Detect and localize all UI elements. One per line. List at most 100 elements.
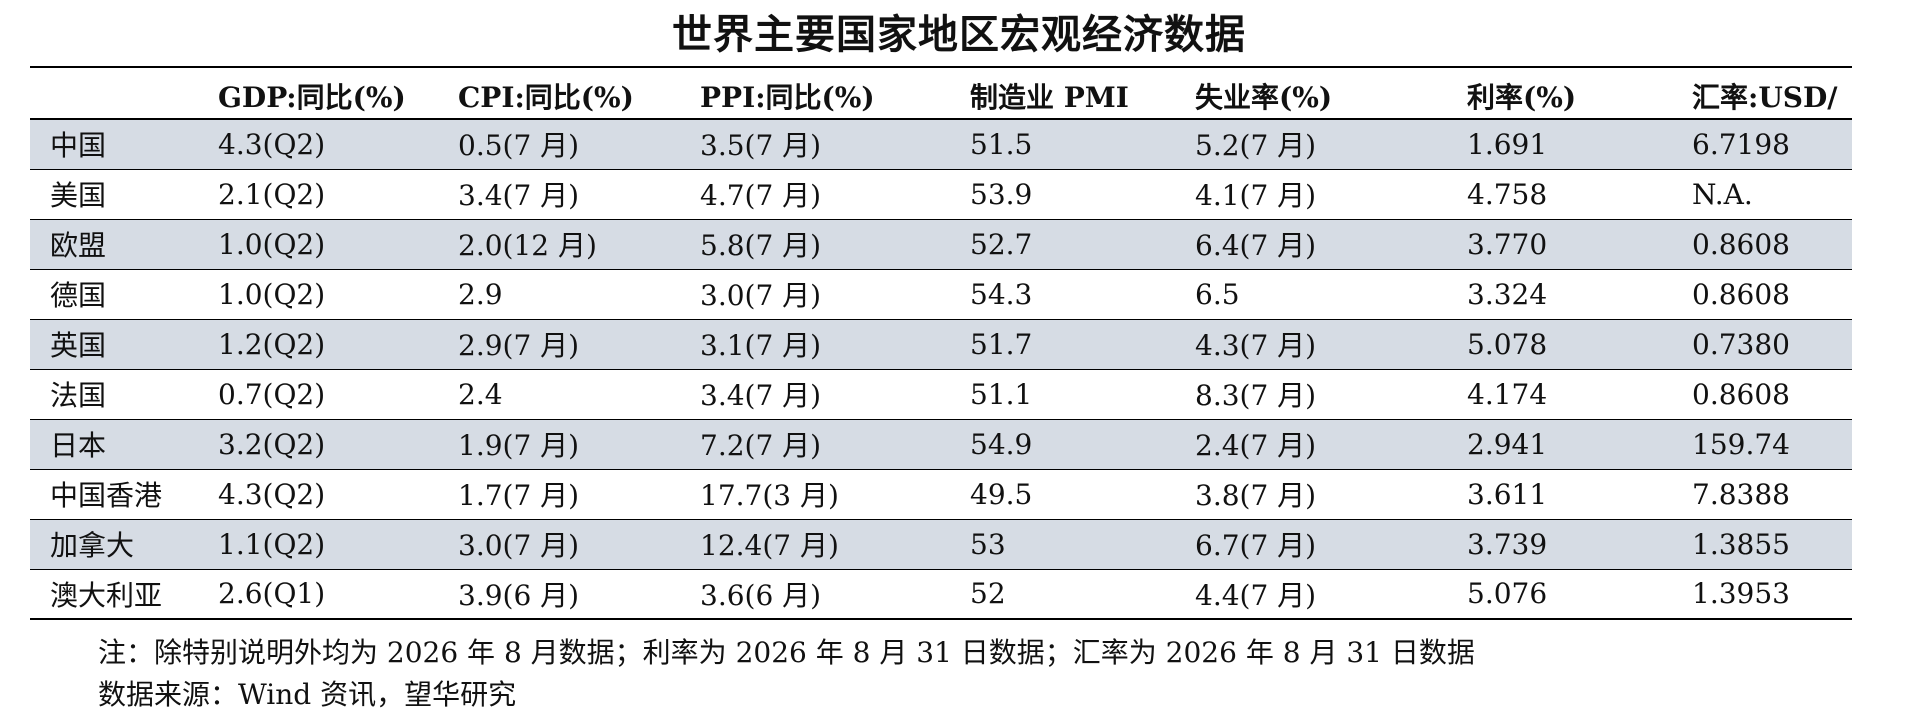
table-row: 美国 2.1(Q2) 3.4(7 月) 4.7(7 月) 53.9 4.1(7 … (30, 169, 1852, 219)
cell-region: 加拿大 (50, 529, 135, 562)
cell-region: 中国香港 (50, 479, 163, 512)
cell-ppi: 3.0(7 月) (700, 279, 822, 312)
footnote-source: 数据来源：Wind 资讯，望华研究 (98, 678, 517, 711)
cell-gdp: 4.3(Q2) (218, 127, 326, 161)
header-unemployment: 失业率(%) (1195, 81, 1333, 114)
table-row: 英国 1.2(Q2) 2.9(7 月) 3.1(7 月) 51.7 4.3(7 … (30, 319, 1852, 369)
cell-ppi: 3.4(7 月) (700, 379, 822, 412)
cell-cpi: 3.9(6 月) (458, 578, 580, 612)
cell-interest-rate: 1.691 (1467, 127, 1548, 161)
cell-interest-rate: 3.770 (1467, 227, 1548, 261)
header-region (30, 67, 198, 119)
table-row: 中国 4.3(Q2) 0.5(7 月) 3.5(7 月) 51.5 5.2(7 … (30, 119, 1852, 169)
cell-unemployment: 5.2(7 月) (1195, 129, 1317, 163)
header-exchange-rate: 汇率:USD/ (1692, 81, 1838, 114)
table-header: GDP:同比(%) CPI:同比(%) PPI:同比(%) 制造业 PMI 失业… (30, 67, 1852, 119)
cell-cpi: 3.0(7 月) (458, 529, 580, 562)
cell-region: 欧盟 (50, 229, 107, 262)
footnote-note: 注：除特别说明外均为 2026 年 8 月数据；利率为 2026 年 8 月 3… (98, 636, 1475, 669)
cell-cpi: 2.4 (458, 377, 503, 411)
cell-interest-rate: 3.324 (1467, 277, 1548, 311)
cell-exchange-rate: 6.7198 (1692, 127, 1790, 161)
cell-gdp: 1.0(Q2) (218, 277, 326, 311)
cell-region: 英国 (50, 329, 107, 362)
cell-gdp: 1.0(Q2) (218, 227, 326, 261)
table-row: 法国 0.7(Q2) 2.4 3.4(7 月) 51.1 8.3(7 月) 4.… (30, 369, 1852, 419)
cell-pmi: 54.9 (970, 427, 1033, 461)
table-row: 中国香港 4.3(Q2) 1.7(7 月) 17.7(3 月) 49.5 3.8… (30, 469, 1852, 519)
cell-interest-rate: 3.611 (1467, 477, 1548, 511)
cell-exchange-rate: 0.8608 (1692, 377, 1790, 411)
cell-interest-rate: 2.941 (1467, 427, 1548, 461)
cell-exchange-rate: 1.3855 (1692, 527, 1790, 561)
header-cpi: CPI:同比(%) (458, 81, 634, 114)
footnotes: 注：除特别说明外均为 2026 年 8 月数据；利率为 2026 年 8 月 3… (98, 632, 1475, 716)
cell-gdp: 1.2(Q2) (218, 327, 326, 361)
cell-exchange-rate: 159.74 (1692, 427, 1790, 461)
cell-region: 法国 (50, 379, 107, 412)
header-gdp: GDP:同比(%) (218, 81, 406, 114)
cell-interest-rate: 4.758 (1467, 177, 1548, 211)
cell-exchange-rate: 1.3953 (1692, 577, 1790, 611)
cell-ppi: 5.8(7 月) (700, 229, 822, 262)
cell-unemployment: 6.7(7 月) (1195, 529, 1317, 562)
cell-pmi: 53 (970, 527, 1006, 561)
cell-exchange-rate: N.A. (1692, 177, 1753, 211)
cell-pmi: 52.7 (970, 227, 1033, 261)
cell-cpi: 2.9 (458, 277, 503, 311)
cell-gdp: 2.6(Q1) (218, 577, 326, 611)
cell-unemployment: 4.3(7 月) (1195, 329, 1317, 362)
cell-interest-rate: 3.739 (1467, 527, 1548, 561)
cell-cpi: 2.9(7 月) (458, 329, 580, 362)
cell-interest-rate: 4.174 (1467, 377, 1548, 411)
cell-pmi: 51.7 (970, 327, 1033, 361)
cell-pmi: 52 (970, 577, 1006, 611)
cell-exchange-rate: 0.8608 (1692, 227, 1790, 261)
cell-cpi: 0.5(7 月) (458, 129, 580, 163)
cell-ppi: 3.5(7 月) (700, 129, 822, 163)
cell-exchange-rate: 0.8608 (1692, 277, 1790, 311)
cell-cpi: 1.9(7 月) (458, 429, 580, 462)
cell-cpi: 3.4(7 月) (458, 179, 580, 212)
cell-unemployment: 3.8(7 月) (1195, 479, 1317, 512)
table-row: 澳大利亚 2.6(Q1) 3.9(6 月) 3.6(6 月) 52 4.4(7 … (30, 569, 1852, 619)
cell-gdp: 0.7(Q2) (218, 377, 326, 411)
table-row: 欧盟 1.0(Q2) 2.0(12 月) 5.8(7 月) 52.7 6.4(7… (30, 219, 1852, 269)
cell-ppi: 3.6(6 月) (700, 578, 822, 612)
cell-region: 中国 (50, 129, 107, 163)
cell-unemployment: 4.4(7 月) (1195, 578, 1317, 612)
cell-ppi: 12.4(7 月) (700, 529, 839, 562)
cell-interest-rate: 5.078 (1467, 327, 1548, 361)
cell-unemployment: 6.4(7 月) (1195, 229, 1317, 262)
cell-interest-rate: 5.076 (1467, 577, 1548, 611)
cell-pmi: 51.5 (970, 127, 1033, 161)
cell-ppi: 4.7(7 月) (700, 179, 822, 212)
cell-pmi: 49.5 (970, 477, 1033, 511)
header-interest-rate: 利率(%) (1467, 81, 1577, 114)
cell-pmi: 54.3 (970, 277, 1033, 311)
cell-ppi: 7.2(7 月) (700, 429, 822, 462)
cell-unemployment: 6.5 (1195, 277, 1240, 311)
cell-gdp: 2.1(Q2) (218, 177, 326, 211)
cell-exchange-rate: 0.7380 (1692, 327, 1790, 361)
cell-gdp: 4.3(Q2) (218, 477, 326, 511)
cell-exchange-rate: 7.8388 (1692, 477, 1790, 511)
table-row: 日本 3.2(Q2) 1.9(7 月) 7.2(7 月) 54.9 2.4(7 … (30, 419, 1852, 469)
cell-ppi: 17.7(3 月) (700, 479, 839, 512)
document-title: 世界主要国家地区宏观经济数据 (672, 11, 1246, 58)
table-body: 中国 4.3(Q2) 0.5(7 月) 3.5(7 月) 51.5 5.2(7 … (30, 119, 1852, 619)
cell-gdp: 1.1(Q2) (218, 527, 326, 561)
cell-region: 美国 (50, 179, 107, 212)
cell-unemployment: 2.4(7 月) (1195, 429, 1317, 462)
cell-unemployment: 8.3(7 月) (1195, 379, 1317, 412)
table-row: 德国 1.0(Q2) 2.9 3.0(7 月) 54.3 6.5 3.324 0… (30, 269, 1852, 319)
header-pmi: 制造业 PMI (970, 81, 1129, 114)
header-row: GDP:同比(%) CPI:同比(%) PPI:同比(%) 制造业 PMI 失业… (30, 67, 1852, 119)
cell-gdp: 3.2(Q2) (218, 427, 326, 461)
cell-ppi: 3.1(7 月) (700, 329, 822, 362)
header-ppi: PPI:同比(%) (700, 81, 875, 114)
table-row: 加拿大 1.1(Q2) 3.0(7 月) 12.4(7 月) 53 6.7(7 … (30, 519, 1852, 569)
cell-unemployment: 4.1(7 月) (1195, 179, 1317, 212)
cell-cpi: 2.0(12 月) (458, 229, 597, 262)
